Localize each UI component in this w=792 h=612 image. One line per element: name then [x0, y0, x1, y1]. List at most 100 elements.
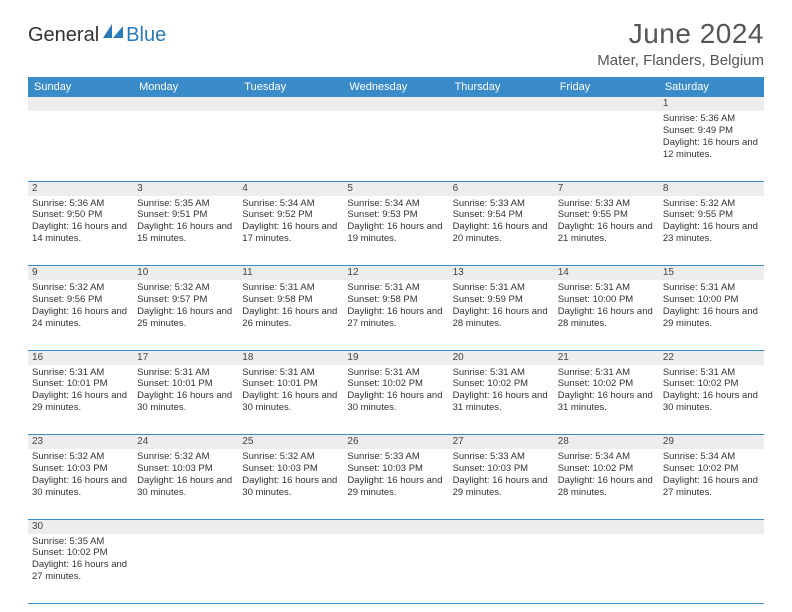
- daylight-line: Daylight: 16 hours and 31 minutes.: [453, 390, 550, 414]
- day-cell: Sunrise: 5:35 AMSunset: 9:51 PMDaylight:…: [133, 196, 238, 266]
- daylight-line: Daylight: 16 hours and 27 minutes.: [347, 306, 444, 330]
- day-number-cell: 10: [133, 266, 238, 281]
- day-number-cell: 28: [554, 435, 659, 450]
- sunrise-line: Sunrise: 5:31 AM: [242, 282, 339, 294]
- daylight-line: Daylight: 16 hours and 20 minutes.: [453, 221, 550, 245]
- sunrise-line: Sunrise: 5:31 AM: [663, 282, 760, 294]
- day-cell: Sunrise: 5:31 AMSunset: 10:02 PMDaylight…: [659, 365, 764, 435]
- day-number-cell: 25: [238, 435, 343, 450]
- daynum-row: 2345678: [28, 181, 764, 196]
- sunset-line: Sunset: 10:02 PM: [347, 378, 444, 390]
- daylight-line: Daylight: 16 hours and 15 minutes.: [137, 221, 234, 245]
- sunset-line: Sunset: 10:02 PM: [32, 547, 129, 559]
- day-number-cell: [449, 97, 554, 111]
- day-cell: [28, 111, 133, 181]
- day-number-cell: [343, 97, 448, 111]
- daylight-line: Daylight: 16 hours and 26 minutes.: [242, 306, 339, 330]
- daylight-line: Daylight: 16 hours and 19 minutes.: [347, 221, 444, 245]
- title-block: June 2024 Mater, Flanders, Belgium: [597, 18, 764, 69]
- sunrise-line: Sunrise: 5:33 AM: [453, 451, 550, 463]
- day-number-cell: 13: [449, 266, 554, 281]
- day-number-cell: [449, 519, 554, 534]
- sunset-line: Sunset: 10:03 PM: [347, 463, 444, 475]
- sunrise-line: Sunrise: 5:36 AM: [32, 198, 129, 210]
- sunrise-line: Sunrise: 5:32 AM: [32, 451, 129, 463]
- calendar-page: General Blue June 2024 Mater, Flanders, …: [0, 0, 792, 604]
- daylight-line: Daylight: 16 hours and 12 minutes.: [663, 137, 760, 161]
- day-cell: Sunrise: 5:31 AMSunset: 10:02 PMDaylight…: [449, 365, 554, 435]
- day-number-cell: 17: [133, 350, 238, 365]
- daylight-line: Daylight: 16 hours and 27 minutes.: [32, 559, 129, 583]
- sunrise-line: Sunrise: 5:35 AM: [137, 198, 234, 210]
- sunrise-line: Sunrise: 5:34 AM: [347, 198, 444, 210]
- day-number-cell: 15: [659, 266, 764, 281]
- brand-text-blue: Blue: [126, 24, 166, 47]
- sunset-line: Sunset: 10:01 PM: [137, 378, 234, 390]
- day-cell: Sunrise: 5:32 AMSunset: 10:03 PMDaylight…: [28, 449, 133, 519]
- daynum-row: 9101112131415: [28, 266, 764, 281]
- daynum-row: 30: [28, 519, 764, 534]
- day-cell: Sunrise: 5:33 AMSunset: 9:54 PMDaylight:…: [449, 196, 554, 266]
- day-number-cell: 16: [28, 350, 133, 365]
- sunrise-line: Sunrise: 5:31 AM: [137, 367, 234, 379]
- day-cell: Sunrise: 5:33 AMSunset: 10:03 PMDaylight…: [343, 449, 448, 519]
- day-cell: Sunrise: 5:31 AMSunset: 9:58 PMDaylight:…: [238, 280, 343, 350]
- day-header: Thursday: [449, 77, 554, 97]
- sunrise-line: Sunrise: 5:32 AM: [663, 198, 760, 210]
- day-number-cell: 27: [449, 435, 554, 450]
- day-cell: Sunrise: 5:33 AMSunset: 9:55 PMDaylight:…: [554, 196, 659, 266]
- sunrise-line: Sunrise: 5:33 AM: [347, 451, 444, 463]
- daylight-line: Daylight: 16 hours and 29 minutes.: [453, 475, 550, 499]
- day-cell: Sunrise: 5:35 AMSunset: 10:02 PMDaylight…: [28, 534, 133, 604]
- daylight-line: Daylight: 16 hours and 30 minutes.: [347, 390, 444, 414]
- location-text: Mater, Flanders, Belgium: [597, 52, 764, 69]
- sunrise-line: Sunrise: 5:33 AM: [558, 198, 655, 210]
- day-cell: [133, 534, 238, 604]
- day-number-cell: 23: [28, 435, 133, 450]
- day-number-cell: 6: [449, 181, 554, 196]
- sunrise-line: Sunrise: 5:35 AM: [32, 536, 129, 548]
- day-number-cell: 5: [343, 181, 448, 196]
- daylight-line: Daylight: 16 hours and 28 minutes.: [558, 306, 655, 330]
- daynum-row: 16171819202122: [28, 350, 764, 365]
- sunrise-line: Sunrise: 5:32 AM: [242, 451, 339, 463]
- daylight-line: Daylight: 16 hours and 28 minutes.: [453, 306, 550, 330]
- day-cell: [238, 111, 343, 181]
- week-row: Sunrise: 5:31 AMSunset: 10:01 PMDaylight…: [28, 365, 764, 435]
- day-header: Sunday: [28, 77, 133, 97]
- daylight-line: Daylight: 16 hours and 29 minutes.: [663, 306, 760, 330]
- day-number-cell: 9: [28, 266, 133, 281]
- sunrise-line: Sunrise: 5:36 AM: [663, 113, 760, 125]
- day-cell: [449, 111, 554, 181]
- day-number-cell: 19: [343, 350, 448, 365]
- day-number-cell: [133, 97, 238, 111]
- sunset-line: Sunset: 10:03 PM: [137, 463, 234, 475]
- day-cell: [554, 111, 659, 181]
- day-number-cell: 22: [659, 350, 764, 365]
- sunset-line: Sunset: 10:02 PM: [663, 463, 760, 475]
- sunset-line: Sunset: 10:03 PM: [453, 463, 550, 475]
- day-number-cell: [28, 97, 133, 111]
- sunrise-line: Sunrise: 5:34 AM: [663, 451, 760, 463]
- brand-text-dark: General: [28, 24, 99, 47]
- day-cell: Sunrise: 5:32 AMSunset: 9:57 PMDaylight:…: [133, 280, 238, 350]
- sunrise-line: Sunrise: 5:32 AM: [137, 282, 234, 294]
- day-cell: Sunrise: 5:31 AMSunset: 9:59 PMDaylight:…: [449, 280, 554, 350]
- day-cell: Sunrise: 5:31 AMSunset: 10:02 PMDaylight…: [343, 365, 448, 435]
- day-cell: Sunrise: 5:34 AMSunset: 9:52 PMDaylight:…: [238, 196, 343, 266]
- daylight-line: Daylight: 16 hours and 23 minutes.: [663, 221, 760, 245]
- sunrise-line: Sunrise: 5:31 AM: [347, 282, 444, 294]
- sunset-line: Sunset: 10:02 PM: [558, 378, 655, 390]
- day-number-cell: [659, 519, 764, 534]
- day-cell: Sunrise: 5:33 AMSunset: 10:03 PMDaylight…: [449, 449, 554, 519]
- sunrise-line: Sunrise: 5:31 AM: [32, 367, 129, 379]
- daylight-line: Daylight: 16 hours and 30 minutes.: [242, 475, 339, 499]
- day-cell: Sunrise: 5:31 AMSunset: 10:01 PMDaylight…: [238, 365, 343, 435]
- day-header: Wednesday: [343, 77, 448, 97]
- sunset-line: Sunset: 10:03 PM: [32, 463, 129, 475]
- day-cell: Sunrise: 5:31 AMSunset: 10:02 PMDaylight…: [554, 365, 659, 435]
- daylight-line: Daylight: 16 hours and 25 minutes.: [137, 306, 234, 330]
- week-row: Sunrise: 5:36 AMSunset: 9:50 PMDaylight:…: [28, 196, 764, 266]
- day-number-cell: 18: [238, 350, 343, 365]
- day-number-cell: 24: [133, 435, 238, 450]
